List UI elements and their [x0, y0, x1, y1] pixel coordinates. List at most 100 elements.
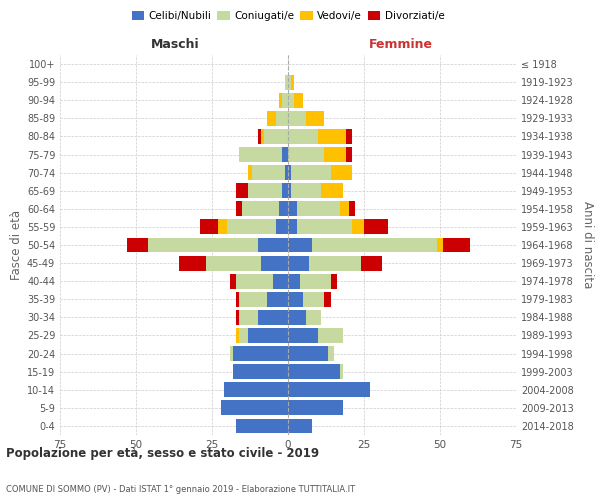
Bar — [319, 129, 346, 144]
Bar — [288, 111, 306, 126]
Bar — [282, 147, 288, 162]
Bar — [364, 220, 388, 234]
Bar — [361, 256, 382, 270]
Legend: Celibi/Nubili, Coniugati/e, Vedovi/e, Divorziati/e: Celibi/Nubili, Coniugati/e, Vedovi/e, Di… — [127, 7, 449, 26]
Bar — [239, 328, 248, 343]
Bar — [297, 202, 340, 216]
Bar — [288, 274, 300, 288]
Bar — [236, 202, 242, 216]
Bar — [331, 165, 352, 180]
Bar — [276, 111, 288, 126]
Bar — [297, 220, 352, 234]
Bar — [340, 202, 349, 216]
Bar — [288, 165, 291, 180]
Bar — [340, 364, 343, 379]
Bar — [224, 382, 288, 397]
Bar — [179, 256, 206, 270]
Bar — [257, 129, 260, 144]
Bar — [319, 328, 343, 343]
Text: Popolazione per età, sesso e stato civile - 2019: Popolazione per età, sesso e stato civil… — [6, 448, 319, 460]
Bar — [206, 256, 260, 270]
Bar — [236, 274, 273, 288]
Bar — [236, 292, 239, 306]
Bar — [248, 328, 288, 343]
Bar — [288, 74, 291, 90]
Bar — [227, 220, 276, 234]
Bar — [236, 328, 239, 343]
Bar — [325, 147, 346, 162]
Bar — [230, 346, 233, 361]
Bar — [288, 202, 297, 216]
Bar — [322, 184, 343, 198]
Bar — [300, 274, 331, 288]
Bar — [242, 202, 279, 216]
Bar — [288, 129, 319, 144]
Bar — [303, 292, 325, 306]
Bar — [306, 310, 322, 325]
Bar — [306, 111, 325, 126]
Bar — [328, 346, 334, 361]
Text: Maschi: Maschi — [151, 38, 200, 52]
Y-axis label: Anni di nascita: Anni di nascita — [581, 202, 593, 288]
Bar — [288, 328, 319, 343]
Bar — [291, 165, 331, 180]
Bar — [267, 292, 288, 306]
Bar — [239, 292, 267, 306]
Bar — [260, 256, 288, 270]
Bar — [288, 220, 297, 234]
Bar — [221, 400, 288, 415]
Bar — [279, 202, 288, 216]
Text: COMUNE DI SOMMO (PV) - Dati ISTAT 1° gennaio 2019 - Elaborazione TUTTITALIA.IT: COMUNE DI SOMMO (PV) - Dati ISTAT 1° gen… — [6, 486, 355, 494]
Bar — [288, 184, 291, 198]
Bar — [291, 74, 294, 90]
Y-axis label: Fasce di età: Fasce di età — [10, 210, 23, 280]
Bar — [257, 310, 288, 325]
Bar — [251, 165, 285, 180]
Bar — [288, 147, 325, 162]
Bar — [288, 310, 306, 325]
Bar — [349, 202, 355, 216]
Bar — [288, 418, 313, 434]
Bar — [288, 292, 303, 306]
Bar — [282, 184, 288, 198]
Bar — [313, 238, 437, 252]
Bar — [288, 346, 328, 361]
Bar — [248, 184, 282, 198]
Bar — [291, 184, 322, 198]
Bar — [288, 382, 370, 397]
Bar — [248, 165, 251, 180]
Bar — [200, 220, 218, 234]
Bar — [127, 238, 148, 252]
Bar — [260, 129, 263, 144]
Bar — [288, 400, 343, 415]
Bar — [309, 256, 361, 270]
Bar — [288, 364, 340, 379]
Bar — [346, 129, 352, 144]
Bar — [148, 238, 257, 252]
Bar — [294, 93, 303, 108]
Bar — [282, 93, 288, 108]
Bar — [236, 310, 239, 325]
Bar — [257, 238, 288, 252]
Bar — [236, 418, 288, 434]
Bar — [352, 220, 364, 234]
Bar — [288, 256, 309, 270]
Bar — [230, 274, 236, 288]
Bar — [331, 274, 337, 288]
Bar — [285, 165, 288, 180]
Bar — [443, 238, 470, 252]
Bar — [288, 238, 313, 252]
Bar — [236, 184, 248, 198]
Bar — [239, 310, 257, 325]
Bar — [288, 93, 294, 108]
Bar — [346, 147, 352, 162]
Bar — [325, 292, 331, 306]
Bar — [218, 220, 227, 234]
Bar — [437, 238, 443, 252]
Bar — [233, 364, 288, 379]
Bar — [239, 147, 282, 162]
Bar — [233, 346, 288, 361]
Bar — [279, 93, 282, 108]
Bar — [285, 74, 288, 90]
Bar — [276, 220, 288, 234]
